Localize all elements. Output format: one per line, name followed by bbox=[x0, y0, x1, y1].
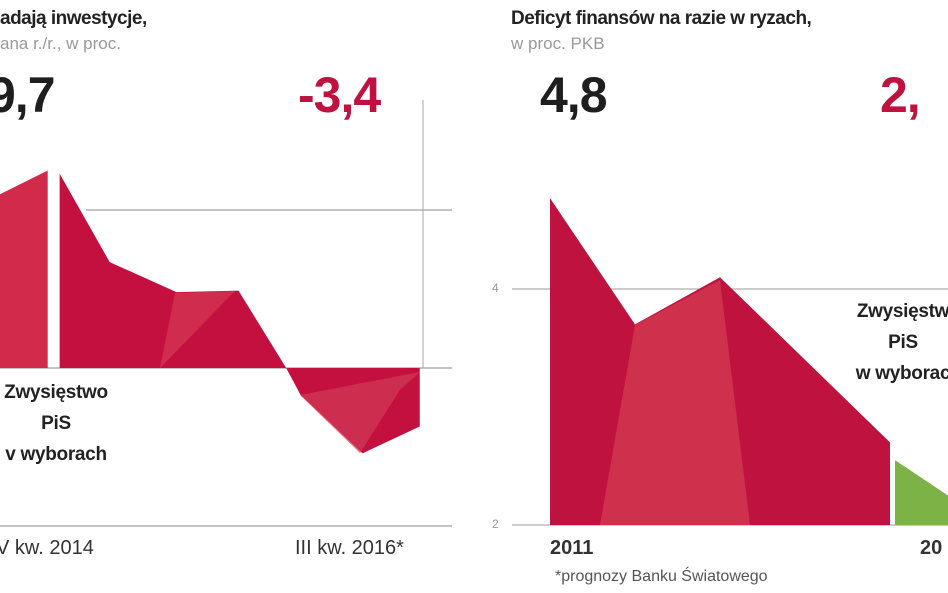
chart2-end-value: 2, bbox=[880, 67, 921, 123]
chart2-subtitle: w proc. PKB bbox=[511, 34, 605, 53]
chart2-title: Deficyt finansów na razie w ryzach, bbox=[511, 8, 812, 29]
chart2-y-tick: 2 bbox=[492, 517, 499, 531]
annotation-line: Zwysięstwo bbox=[4, 382, 108, 403]
chart2-area-after bbox=[895, 460, 948, 525]
chart1-start-value: 9,7 bbox=[0, 67, 56, 123]
chart1-end-value: -3,4 bbox=[298, 67, 381, 123]
chart2-y-tick: 4 bbox=[492, 281, 499, 295]
chart2-facet bbox=[600, 280, 750, 525]
chart1-title: adają inwestycje, bbox=[0, 8, 147, 29]
chart2-x-label-start: 2011 bbox=[550, 537, 594, 559]
chart2-footnote: *prognozy Banku Światowego bbox=[555, 568, 768, 585]
chart2-x-label-end: 20 bbox=[920, 537, 943, 559]
chart1-x-label-start: V kw. 2014 bbox=[0, 537, 94, 559]
chart2-start-value: 4,8 bbox=[540, 67, 608, 123]
chart2-annotation: Zwysięstw PiS w wyborac bbox=[828, 296, 948, 389]
chart1-annotation: Zwysięstwo PiS v wyborach bbox=[0, 377, 124, 470]
annotation-line: PiS bbox=[888, 332, 918, 353]
annotation-line: Zwysięstw bbox=[856, 301, 948, 322]
chart1-x-label-end: III kw. 2016* bbox=[295, 537, 404, 559]
chart1-facet bbox=[300, 372, 420, 453]
annotation-line: v wyborach bbox=[5, 444, 107, 465]
chart1-area-before bbox=[0, 170, 48, 368]
annotation-line: w wyborac bbox=[855, 363, 948, 384]
chart1-area-after bbox=[59, 173, 420, 454]
annotation-line: PiS bbox=[41, 413, 71, 434]
chart1-facet bbox=[160, 291, 235, 368]
chart1-subtitle: ana r./r., w proc. bbox=[0, 34, 121, 53]
